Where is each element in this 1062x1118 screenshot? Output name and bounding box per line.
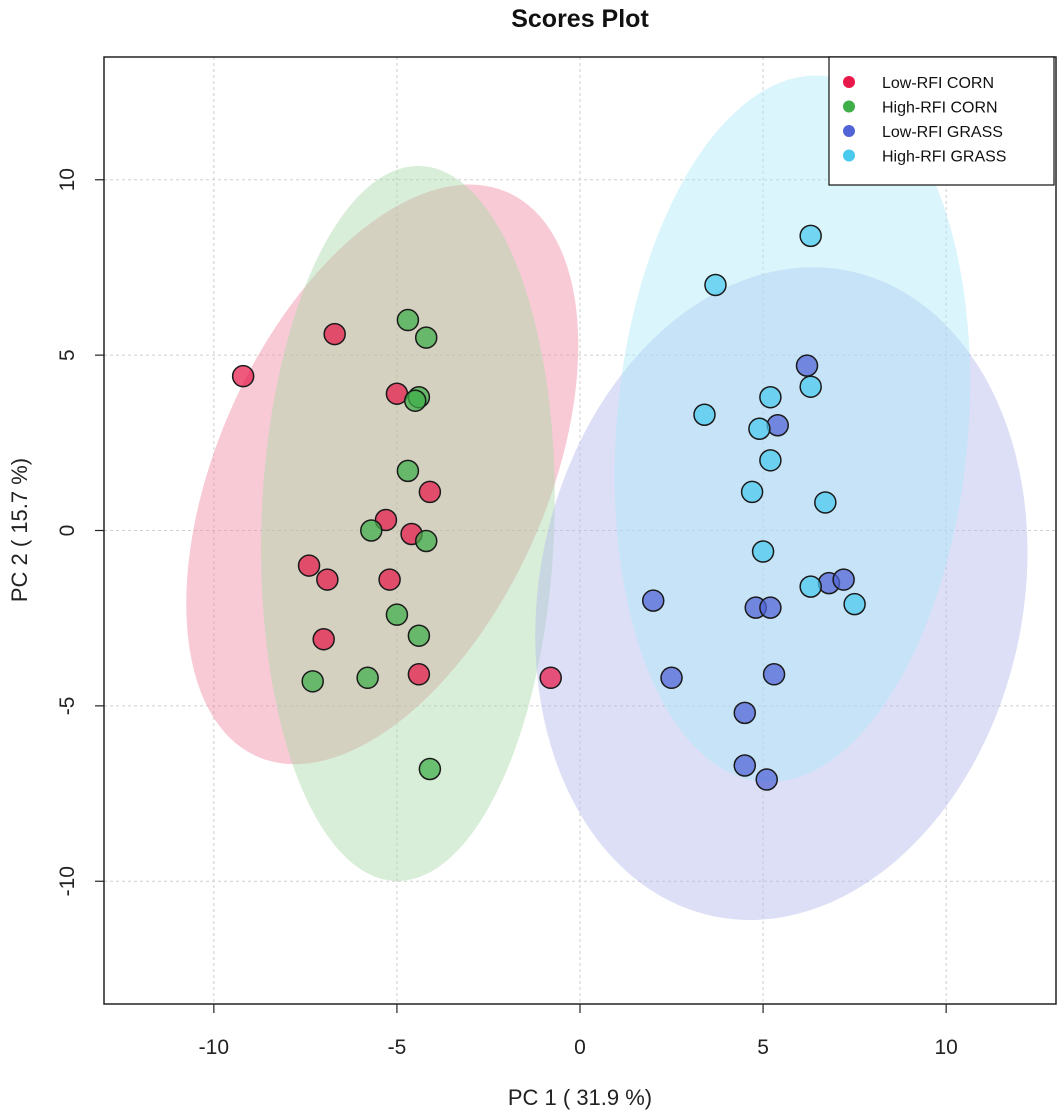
legend-marker: [843, 76, 855, 88]
legend-marker: [843, 149, 855, 162]
point-low-rfi-corn: [312, 627, 335, 651]
y-tick-label: 10: [56, 168, 79, 191]
point-high-rfi-grass: [693, 403, 716, 427]
point-low-rfi-grass: [733, 701, 757, 725]
point-high-rfi-grass: [704, 273, 727, 297]
point-low-rfi-corn: [316, 568, 339, 591]
legend-label: Low-RFI CORN: [882, 75, 994, 92]
point-low-rfi-corn: [323, 322, 346, 346]
legend-marker: [843, 125, 855, 137]
point-high-rfi-corn: [356, 666, 379, 690]
point-low-rfi-grass: [660, 666, 683, 690]
y-tick-label: 0: [56, 525, 79, 537]
y-axis-label: PC 2 ( 15.7 %): [7, 458, 32, 602]
point-low-rfi-corn: [378, 568, 401, 591]
point-low-rfi-grass: [762, 663, 786, 686]
point-high-rfi-grass: [759, 449, 782, 472]
point-low-rfi-corn: [539, 666, 562, 690]
x-tick-label: -10: [199, 1036, 229, 1059]
point-low-rfi-grass: [641, 589, 665, 612]
point-high-rfi-grass: [799, 575, 822, 598]
x-axis-label: PC 1 ( 31.9 %): [508, 1085, 652, 1110]
point-high-rfi-corn: [414, 326, 438, 349]
legend-label: High-RFI CORN: [882, 100, 998, 117]
ellipse-low-rfi-grass: [535, 267, 1028, 921]
point-high-rfi-corn: [360, 519, 383, 542]
point-high-rfi-corn: [407, 624, 431, 647]
point-low-rfi-grass: [832, 568, 855, 591]
point-high-rfi-grass: [748, 417, 771, 441]
point-high-rfi-corn: [396, 459, 420, 483]
y-tick-label: -10: [56, 866, 79, 896]
point-low-rfi-grass: [759, 596, 782, 619]
point-high-rfi-grass: [799, 375, 822, 398]
point-low-rfi-corn: [297, 554, 321, 577]
chart-title: Scores Plot: [511, 5, 649, 33]
point-high-rfi-corn: [403, 389, 427, 412]
point-high-rfi-corn: [385, 603, 409, 626]
point-high-rfi-corn: [396, 308, 420, 332]
point-high-rfi-corn: [418, 757, 442, 781]
score-points: [231, 224, 866, 791]
legend-label: High-RFI GRASS: [882, 149, 1006, 166]
point-low-rfi-grass: [795, 354, 819, 377]
x-axis-ticks: -10 -5 0 5 10: [199, 1004, 958, 1059]
point-high-rfi-grass: [799, 224, 822, 248]
y-axis-ticks: -10 -5 0 5 10: [56, 168, 104, 896]
point-low-rfi-grass: [766, 414, 789, 437]
point-high-rfi-grass: [759, 385, 782, 409]
ellipse-high-rfi-grass: [614, 75, 971, 783]
point-high-rfi-grass: [814, 491, 837, 514]
point-high-rfi-grass: [740, 480, 764, 504]
x-tick-label: -5: [388, 1036, 407, 1059]
point-low-rfi-grass: [755, 768, 778, 791]
point-high-rfi-grass: [843, 592, 866, 616]
legend: Low-RFI CORN High-RFI CORN Low-RFI GRASS Hi…: [828, 56, 1055, 186]
point-low-rfi-corn: [231, 364, 255, 388]
ellipse-low-rfi-corn: [186, 184, 579, 765]
x-tick-label: 10: [934, 1036, 957, 1059]
legend-marker: [843, 100, 855, 113]
y-tick-label: -5: [56, 697, 79, 716]
x-tick-label: 0: [574, 1036, 586, 1059]
x-tick-label: 5: [757, 1036, 769, 1059]
legend-label: Low-RFI GRASS: [882, 124, 1003, 141]
y-tick-label: 5: [56, 349, 79, 361]
grid-lines: [104, 57, 1056, 1004]
point-low-rfi-grass: [733, 754, 757, 777]
point-high-rfi-corn: [301, 670, 324, 693]
legend-box: [828, 56, 1055, 186]
point-low-rfi-corn: [418, 480, 442, 504]
point-high-rfi-grass: [751, 540, 775, 563]
point-low-rfi-corn: [407, 663, 431, 686]
confidence-ellipses: [186, 75, 1028, 921]
point-high-rfi-corn: [414, 529, 438, 553]
